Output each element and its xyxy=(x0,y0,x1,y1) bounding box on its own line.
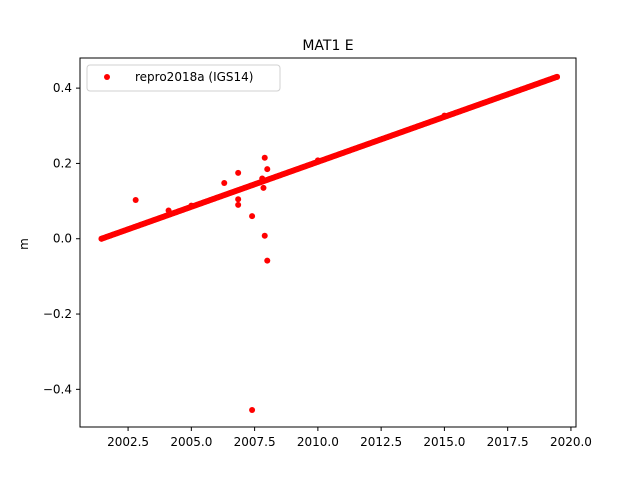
y-axis: 0.4 0.2 0.0 −0.2 −0.4 xyxy=(43,81,80,396)
y-tick-label: 0.2 xyxy=(53,156,72,170)
legend-box xyxy=(86,64,281,92)
data-point xyxy=(554,73,561,80)
chart-title: MAT1 E xyxy=(302,38,353,54)
y-tick-label: −0.4 xyxy=(43,382,72,396)
data-point xyxy=(264,166,271,173)
y-tick-label: 0.0 xyxy=(53,232,72,246)
data-point xyxy=(314,157,321,164)
data-point xyxy=(261,232,268,239)
data-point xyxy=(249,213,256,220)
x-tick-label: 2015.0 xyxy=(423,435,465,449)
x-tick-label: 2010.0 xyxy=(297,435,339,449)
x-tick-label: 2007.5 xyxy=(234,435,276,449)
y-tick-label: 0.4 xyxy=(53,81,72,95)
data-point xyxy=(260,184,267,191)
x-tick-label: 2012.5 xyxy=(360,435,402,449)
data-point xyxy=(441,112,448,119)
x-tick-label: 2020.0 xyxy=(550,435,592,449)
plot-area xyxy=(98,73,561,414)
legend-label: repro2018a (IGS14) xyxy=(135,70,253,84)
data-point xyxy=(165,207,172,214)
plot-frame xyxy=(79,57,577,428)
data-point xyxy=(235,201,242,208)
legend: repro2018a (IGS14) xyxy=(86,64,281,92)
y-tick-label: −0.2 xyxy=(43,307,72,321)
data-point xyxy=(261,154,268,161)
data-point xyxy=(249,407,256,414)
data-point xyxy=(264,257,271,264)
x-axis: 2002.5 2005.0 2007.5 2010.0 2012.5 2015.0 2017… xyxy=(107,427,592,449)
x-tick-label: 2002.5 xyxy=(107,435,149,449)
data-point xyxy=(235,169,242,176)
data-point xyxy=(235,196,242,203)
data-point xyxy=(132,196,139,203)
data-point xyxy=(259,175,266,182)
data-point xyxy=(98,235,105,242)
x-tick-label: 2005.0 xyxy=(170,435,212,449)
x-tick-label: 2017.5 xyxy=(487,435,529,449)
legend-marker xyxy=(104,74,110,80)
y-axis-label: m xyxy=(17,238,31,250)
data-point xyxy=(188,202,195,209)
data-point xyxy=(221,180,228,187)
